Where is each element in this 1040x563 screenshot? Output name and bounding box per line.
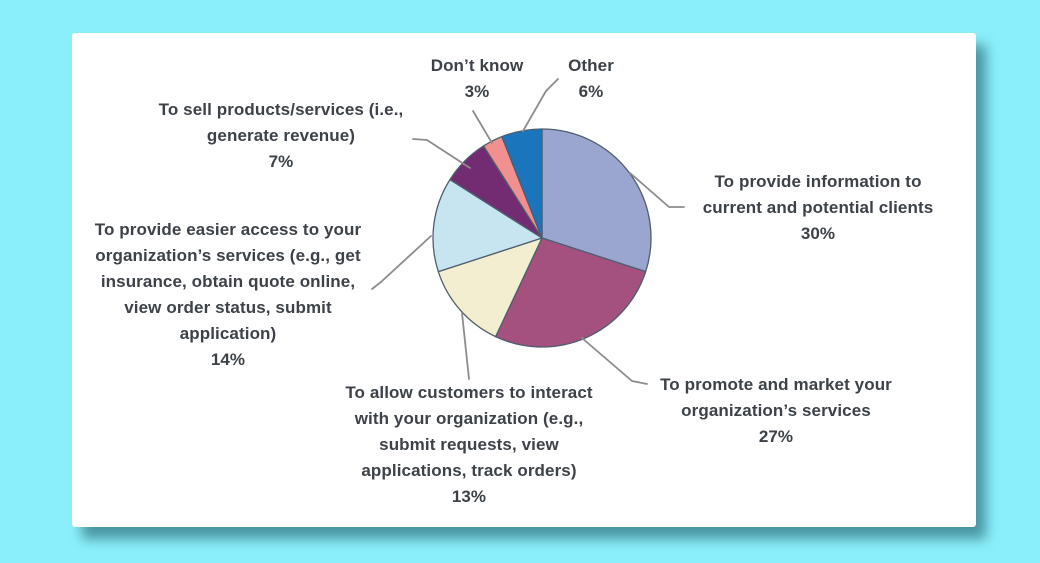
pie-label-percent: 14% [210, 350, 246, 369]
leader-line-2 [461, 312, 470, 380]
pie-label-percent: 27% [758, 427, 794, 446]
pie-label-percent: 30% [800, 224, 836, 243]
leader-line-3 [371, 235, 432, 290]
pie-label-promote-market: To promote and market your organization’… [626, 372, 926, 450]
pie-label-easier-access: To provide easier access to your organiz… [70, 217, 386, 373]
pie-label-percent: 3% [464, 82, 490, 101]
pie-label-text: To promote and market your organization’… [660, 375, 892, 420]
pie-label-text: To sell products/services (i.e., generat… [158, 100, 404, 145]
leader-line-0 [629, 172, 685, 208]
pie-label-provide-information: To provide information to current and po… [668, 169, 968, 247]
pie-label-percent: 6% [578, 82, 604, 101]
pie-slice-6 [501, 128, 543, 239]
pie-label-text: To provide information to current and po… [702, 172, 934, 217]
pie-slice-3 [432, 178, 543, 273]
pie-label-other: Other 6% [531, 53, 651, 105]
pie-label-text: To provide easier access to your organiz… [94, 220, 362, 343]
pie-slice-1 [494, 237, 647, 348]
pie-label-percent: 13% [451, 487, 487, 506]
pie-label-text: Other [568, 56, 614, 75]
leader-line-4 [412, 138, 471, 169]
pie-slice-2 [437, 237, 543, 338]
pie-label-text: To allow customers to interact with your… [345, 383, 593, 480]
leader-line-5 [472, 110, 493, 144]
pie-label-text: Don’t know [430, 56, 524, 75]
pie-label-allow-customers: To allow customers to interact with your… [313, 380, 625, 510]
pie-label-sell-products: To sell products/services (i.e., generat… [131, 97, 431, 175]
leader-line-6 [522, 78, 559, 132]
pie-label-percent: 7% [268, 152, 294, 171]
leader-line-1 [581, 337, 648, 385]
pie-label-dont-know: Don’t know 3% [397, 53, 557, 105]
